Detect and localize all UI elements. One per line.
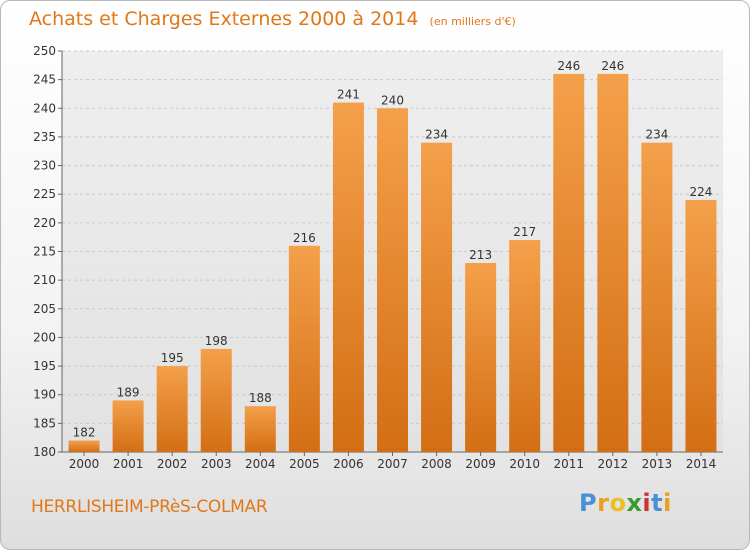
logo-letter: t — [651, 489, 664, 517]
title-unit: (en milliers d'€) — [429, 15, 516, 28]
x-tick-label: 2005 — [289, 457, 320, 471]
x-tick-label: 2006 — [333, 457, 364, 471]
data-label: 240 — [381, 93, 404, 107]
data-label: 216 — [293, 231, 316, 245]
y-tick-label: 205 — [33, 302, 56, 316]
x-tick-label: 2000 — [69, 457, 100, 471]
y-tick-label: 190 — [33, 388, 56, 402]
logo-letter: P — [579, 489, 598, 517]
y-tick-label: 250 — [33, 44, 56, 58]
bar — [509, 240, 541, 452]
logo-letter: r — [597, 489, 610, 517]
x-tick-label: 2001 — [113, 457, 144, 471]
bar — [597, 73, 629, 453]
proxiti-logo: Proxiti — [579, 489, 672, 517]
bar — [200, 348, 232, 452]
data-label: 198 — [205, 334, 228, 348]
chart-title: Achats et Charges Externes 2000 à 2014 (… — [29, 8, 516, 30]
x-tick-label: 2008 — [421, 457, 452, 471]
logo-letter: i — [642, 489, 652, 517]
y-tick-label: 245 — [33, 73, 56, 87]
bar — [332, 102, 364, 453]
y-tick-label: 225 — [33, 187, 56, 201]
data-label: 213 — [469, 248, 492, 262]
x-tick-label: 2012 — [598, 457, 629, 471]
x-tick-label: 2011 — [553, 457, 584, 471]
logo-letter: o — [609, 489, 627, 517]
data-label: 246 — [601, 59, 624, 73]
x-tick-label: 2002 — [157, 457, 188, 471]
y-tick-label: 180 — [33, 445, 56, 459]
data-label: 195 — [161, 351, 184, 365]
y-tick-label: 220 — [33, 216, 56, 230]
data-label: 246 — [557, 59, 580, 73]
data-label: 234 — [425, 128, 448, 142]
data-label: 224 — [690, 185, 713, 199]
data-label: 182 — [73, 426, 96, 440]
y-tick-label: 195 — [33, 359, 56, 373]
x-tick-label: 2014 — [686, 457, 717, 471]
commune-name: HERRLISHEIM-PRèS-COLMAR — [31, 497, 268, 517]
y-tick-label: 230 — [33, 159, 56, 173]
title-text: Achats et Charges Externes 2000 à 2014 — [29, 8, 419, 30]
y-tick-label: 215 — [33, 245, 56, 259]
bar — [421, 142, 453, 452]
x-tick-label: 2010 — [509, 457, 540, 471]
y-tick-label: 185 — [33, 416, 56, 430]
logo-letter: x — [626, 489, 643, 517]
x-tick-label: 2009 — [465, 457, 496, 471]
data-label: 189 — [117, 385, 140, 399]
x-tick-label: 2013 — [642, 457, 673, 471]
bar — [553, 73, 585, 453]
data-label: 241 — [337, 88, 360, 102]
bar — [685, 199, 717, 452]
y-tick-label: 210 — [33, 273, 56, 287]
bar — [244, 406, 276, 452]
bar — [68, 440, 100, 452]
data-label: 188 — [249, 391, 272, 405]
y-tick-label: 200 — [33, 330, 56, 344]
bar — [112, 400, 144, 452]
x-tick-label: 2007 — [377, 457, 408, 471]
bar — [641, 142, 673, 452]
bar — [377, 108, 408, 453]
logo-letter: i — [663, 489, 672, 517]
bar — [156, 366, 188, 452]
y-tick-label: 235 — [33, 130, 56, 144]
data-label: 217 — [513, 225, 536, 239]
x-tick-label: 2003 — [201, 457, 232, 471]
x-tick-label: 2004 — [245, 457, 276, 471]
data-label: 234 — [645, 128, 668, 142]
bar — [465, 262, 497, 452]
bar — [288, 245, 320, 452]
y-tick-label: 240 — [33, 101, 56, 115]
